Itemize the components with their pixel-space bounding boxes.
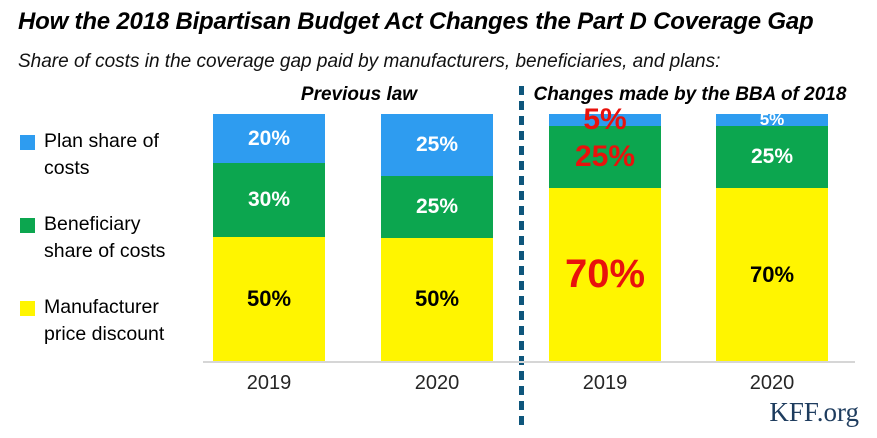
legend-label-manufacturer: Manufacturer price discount [44,296,165,345]
x-axis-tick-label: 2019 [246,372,292,394]
bar-segment: 70% [716,188,828,361]
chart-subtitle: Share of costs in the coverage gap paid … [18,51,721,72]
plan-color-swatch [20,135,35,150]
bar-segment: 5% [549,103,661,136]
legend-label-plan: Plan share of costs [44,130,159,179]
bar-previous-law-2019: 20% 30% 50% [213,114,325,361]
segment-value-label: 25% [415,194,459,218]
bar-segment: 50% [381,237,493,361]
x-axis-tick-label: 2020 [749,372,795,394]
segment-value-label: 30% [247,188,291,212]
chart-title: How the 2018 Bipartisan Budget Act Chang… [18,8,814,35]
bar-segment: 30% [213,163,325,238]
segment-value-label: 5% [759,110,785,130]
segment-value-label: 20% [247,126,291,150]
bar-segment: 25% [716,126,828,189]
bar-changes-made-by-the-bba-of-2018-2020: 5% 25% 70% [716,110,828,361]
legend-item-manufacturer: Manufacturer price discount [18,294,164,348]
segment-value-label: 50% [414,286,460,312]
manufacturer-color-swatch [20,301,35,316]
bar-previous-law-2020: 25% 25% 50% [381,114,493,361]
x-axis-line [203,361,855,363]
kff-logo: KFF.org [769,397,859,427]
bar-segment: 50% [213,237,325,361]
bar-segment: 20% [213,114,325,164]
bar-segment: 25% [381,114,493,176]
segment-value-label: 25% [574,140,636,174]
legend-item-beneficiary: Beneficiary share of costs [18,211,165,265]
segment-value-label: 70% [749,261,795,287]
bar-segment: 70% [549,188,661,361]
legend-label-beneficiary: Beneficiary share of costs [44,213,166,262]
bar-changes-made-by-the-bba-of-2018-2019: 5% 25% 70% [549,103,661,361]
x-axis-tick-label: 2020 [414,372,460,394]
legend-item-plan: Plan share of costs [18,128,159,182]
beneficiary-color-swatch [20,218,35,233]
bar-segment: 25% [381,175,493,238]
segment-value-label: 25% [750,145,794,169]
bar-segment: 5% [716,110,828,129]
segment-value-label: 70% [564,252,646,297]
bar-segment: 25% [549,126,661,189]
panel-header-previous-law: Previous law [300,84,418,105]
segment-value-label: 50% [246,286,292,312]
x-axis-tick-label: 2019 [582,372,628,394]
panel-header-bba-2018: Changes made by the BBA of 2018 [533,84,847,105]
panel-divider-dashed-line [519,86,524,426]
segment-value-label: 5% [583,103,627,137]
segment-value-label: 25% [415,132,459,156]
